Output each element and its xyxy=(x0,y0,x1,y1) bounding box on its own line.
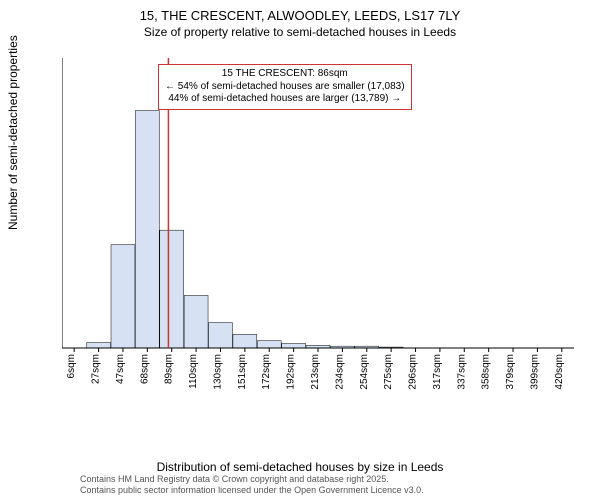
svg-text:47sqm: 47sqm xyxy=(115,354,126,384)
svg-text:254sqm: 254sqm xyxy=(359,354,370,390)
svg-text:6sqm: 6sqm xyxy=(66,354,77,378)
svg-text:337sqm: 337sqm xyxy=(456,354,467,390)
footer-line-1: Contains HM Land Registry data © Crown c… xyxy=(80,474,424,485)
svg-text:296sqm: 296sqm xyxy=(408,354,419,390)
title-block: 15, THE CRESCENT, ALWOODLEY, LEEDS, LS17… xyxy=(0,0,600,39)
chart-area: 02000400060008000100001200014000160006sq… xyxy=(62,48,582,418)
annotation-line-3: 44% of semi-detached houses are larger (… xyxy=(165,93,405,106)
page-title: 15, THE CRESCENT, ALWOODLEY, LEEDS, LS17… xyxy=(0,8,600,23)
svg-text:172sqm: 172sqm xyxy=(261,354,272,390)
footer-attribution: Contains HM Land Registry data © Crown c… xyxy=(80,474,424,496)
svg-text:68sqm: 68sqm xyxy=(139,354,150,384)
annotation-line-2: ← 54% of semi-detached houses are smalle… xyxy=(165,81,405,94)
svg-text:399sqm: 399sqm xyxy=(529,354,540,390)
svg-text:234sqm: 234sqm xyxy=(334,354,345,390)
svg-text:213sqm: 213sqm xyxy=(310,354,321,390)
y-axis-label: Number of semi-detached properties xyxy=(6,35,20,230)
page-subtitle: Size of property relative to semi-detach… xyxy=(0,25,600,39)
svg-text:110sqm: 110sqm xyxy=(188,354,199,389)
svg-text:89sqm: 89sqm xyxy=(164,354,175,384)
x-axis-label: Distribution of semi-detached houses by … xyxy=(0,460,600,474)
annotation-line-1: 15 THE CRESCENT: 86sqm xyxy=(165,68,405,81)
svg-text:317sqm: 317sqm xyxy=(432,354,443,390)
svg-text:130sqm: 130sqm xyxy=(212,354,223,390)
svg-text:275sqm: 275sqm xyxy=(383,354,394,390)
footer-line-2: Contains public sector information licen… xyxy=(80,485,424,496)
svg-text:358sqm: 358sqm xyxy=(481,354,492,390)
svg-text:420sqm: 420sqm xyxy=(554,354,565,390)
svg-text:27sqm: 27sqm xyxy=(91,354,102,384)
svg-text:151sqm: 151sqm xyxy=(237,354,248,390)
svg-text:192sqm: 192sqm xyxy=(286,354,297,390)
annotation-box: 15 THE CRESCENT: 86sqm ← 54% of semi-det… xyxy=(158,64,412,110)
svg-text:379sqm: 379sqm xyxy=(505,354,516,390)
